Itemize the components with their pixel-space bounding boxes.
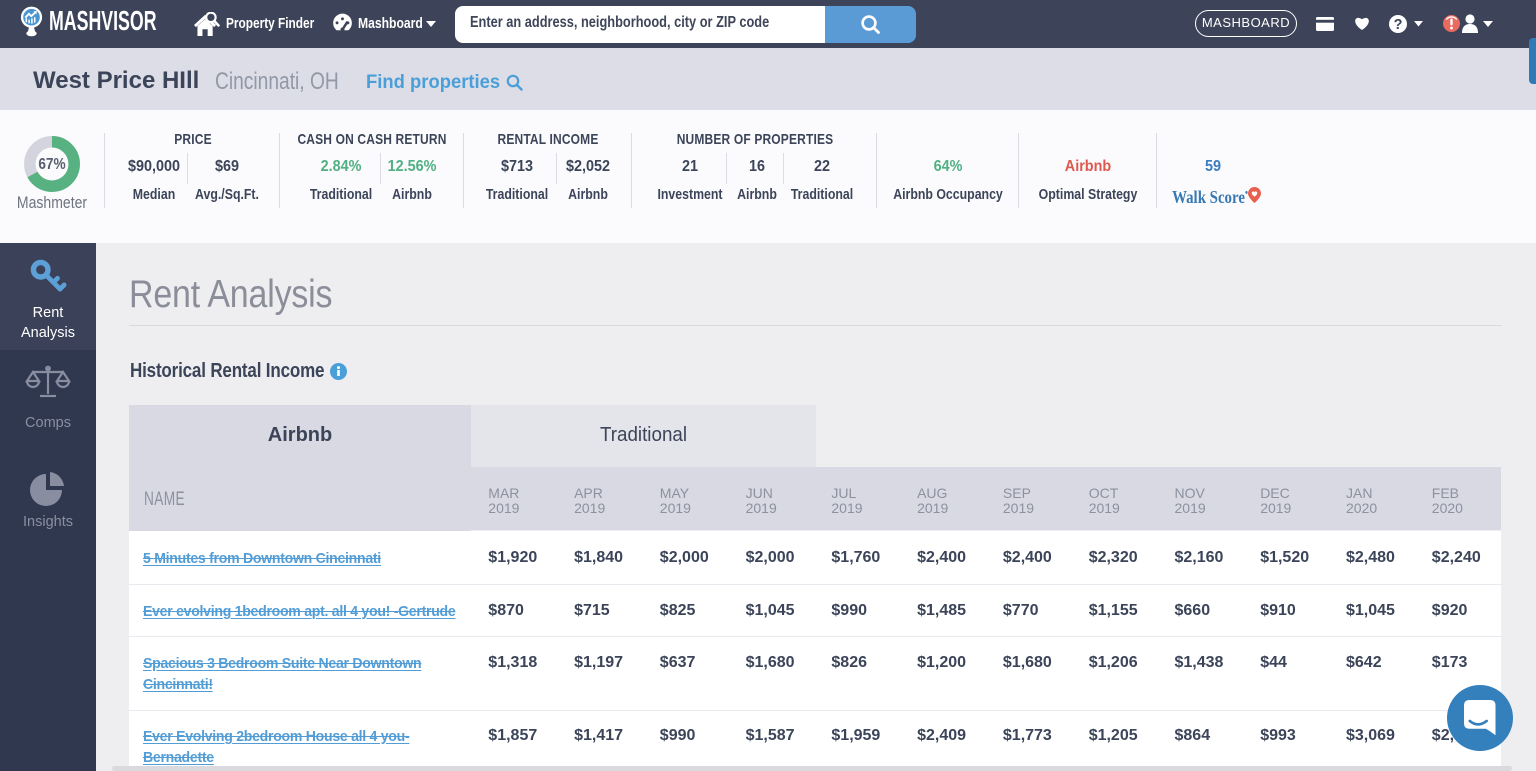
svg-text:?: ? bbox=[1394, 17, 1403, 33]
